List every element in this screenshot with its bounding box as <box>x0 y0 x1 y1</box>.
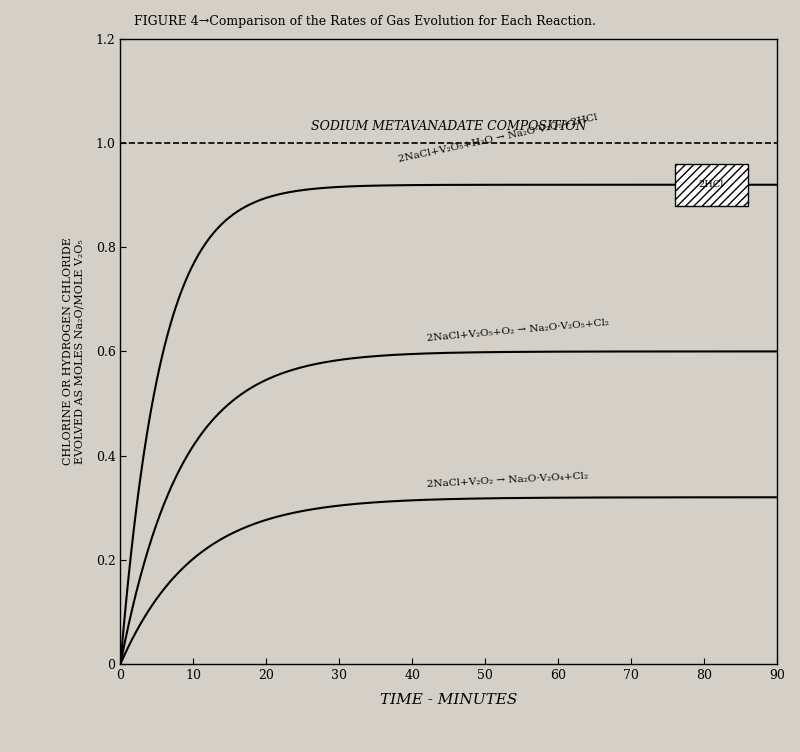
Text: 2HCl: 2HCl <box>698 180 724 190</box>
Y-axis label: CHLORINE OR HYDROGEN CHLORIDE
EVOLVED AS MOLES Na₂O/MOLE V₂O₅: CHLORINE OR HYDROGEN CHLORIDE EVOLVED AS… <box>63 238 85 465</box>
Text: 2NaCl+V₂O₅+H₂O → Na₂O·V₂O₅+2HCl: 2NaCl+V₂O₅+H₂O → Na₂O·V₂O₅+2HCl <box>398 114 598 165</box>
Text: SODIUM METAVANADATE COMPOSITION: SODIUM METAVANADATE COMPOSITION <box>311 120 586 132</box>
Text: 2NaCl+V₂O₅+O₂ → Na₂O·V₂O₅+Cl₂: 2NaCl+V₂O₅+O₂ → Na₂O·V₂O₅+Cl₂ <box>427 318 610 343</box>
Text: FIGURE 4→Comparison of the Rates of Gas Evolution for Each Reaction.: FIGURE 4→Comparison of the Rates of Gas … <box>134 15 595 28</box>
FancyBboxPatch shape <box>675 164 748 205</box>
Text: 2NaCl+V₂O₂ → Na₂O·V₂O₄+Cl₂: 2NaCl+V₂O₂ → Na₂O·V₂O₄+Cl₂ <box>427 472 589 490</box>
X-axis label: TIME - MINUTES: TIME - MINUTES <box>380 693 518 707</box>
